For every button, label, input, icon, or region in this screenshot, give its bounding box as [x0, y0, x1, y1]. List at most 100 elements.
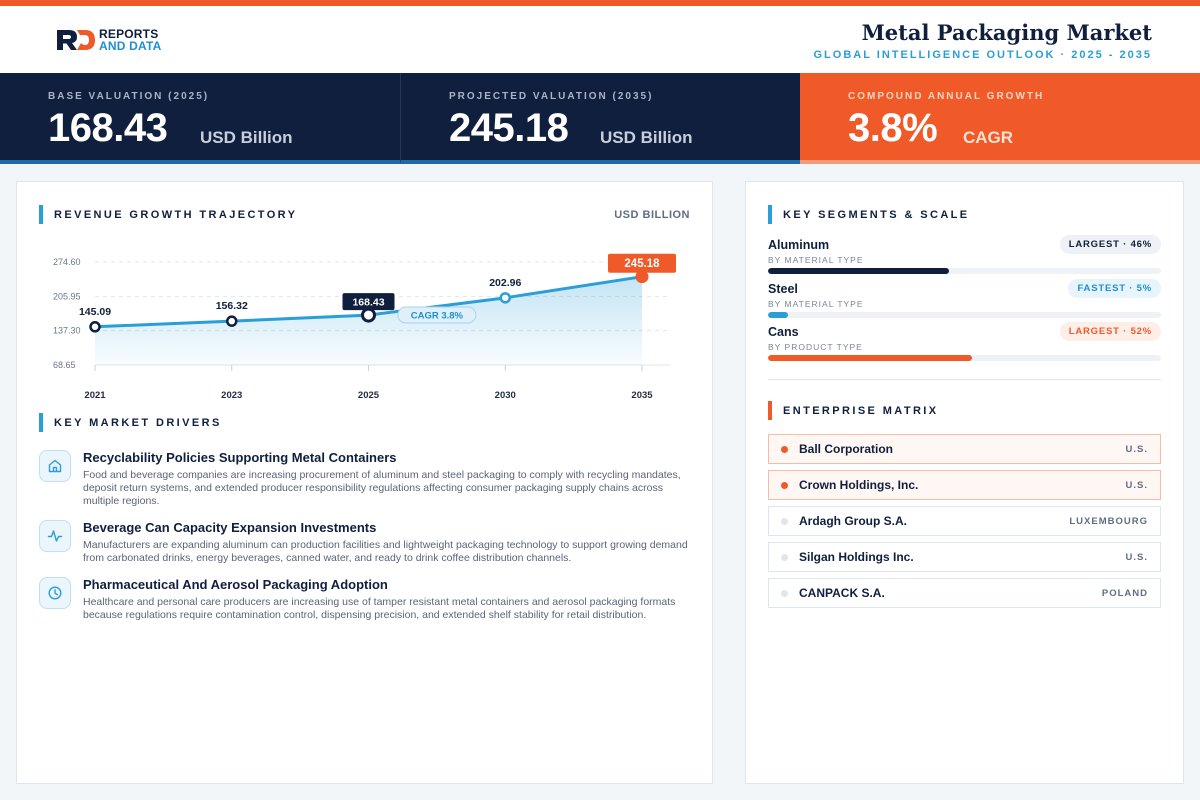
driver-title: Pharmaceutical And Aerosol Packaging Ado…	[83, 577, 388, 592]
segment-sub: BY MATERIAL TYPE	[768, 255, 864, 265]
x-tick-label: 2030	[495, 390, 516, 401]
cagr-pill: CAGR 3.8%	[397, 306, 477, 324]
data-label: 168.43	[352, 297, 384, 309]
y-tick-label: 205.95	[53, 291, 81, 301]
segment-steel: Steel BY MATERIAL TYPE FASTEST · 5%	[768, 279, 1161, 318]
company-country: U.S.	[1125, 443, 1148, 455]
section-accent-bar	[39, 205, 43, 224]
status-dot	[781, 517, 788, 525]
company-row[interactable]: Crown Holdings, Inc. U.S.	[768, 470, 1161, 500]
segment-badge: LARGEST · 52%	[1059, 322, 1161, 341]
segment-fill	[768, 312, 788, 318]
data-point	[89, 321, 101, 333]
logo-line-2: AND DATA	[99, 39, 162, 53]
logo[interactable]: REPORTS AND DATA	[55, 28, 161, 52]
data-label-bg	[342, 293, 395, 311]
activity-icon	[39, 520, 71, 552]
segment-badge: LARGEST · 46%	[1059, 235, 1161, 254]
segment-badge: FASTEST · 5%	[1068, 279, 1161, 298]
driver-item: Pharmaceutical And Aerosol Packaging Ado…	[39, 577, 689, 622]
company-row[interactable]: Silgan Holdings Inc. U.S.	[768, 542, 1161, 572]
x-tick-label: 2021	[84, 390, 106, 401]
company-country: LUXEMBOURG	[1069, 515, 1148, 527]
top-accent-bar	[0, 0, 1200, 6]
revenue-section-title: REVENUE GROWTH TRAJECTORY	[39, 205, 297, 224]
driver-desc: Manufacturers are expanding aluminum can…	[83, 539, 688, 564]
y-tick-label: 137.30	[53, 326, 81, 336]
section-title-text: ENTERPRISE MATRIX	[783, 404, 939, 417]
driver-item: Recyclability Policies Supporting Metal …	[39, 450, 689, 508]
company-country: U.S.	[1125, 551, 1148, 563]
logo-line-1: REPORTS	[99, 27, 159, 41]
company-name: Silgan Holdings Inc.	[799, 550, 914, 564]
segment-name: Steel	[768, 282, 798, 296]
kpi-cagr: COMPOUND ANNUAL GROWTH 3.8% CAGR	[800, 73, 1200, 164]
data-point	[226, 315, 238, 327]
data-point	[635, 270, 649, 284]
segment-track	[768, 312, 1161, 318]
data-point	[361, 307, 376, 323]
segment-sub: BY MATERIAL TYPE	[768, 299, 864, 309]
kpi-value: 3.8%	[848, 106, 938, 150]
data-label: 156.32	[216, 300, 248, 312]
status-dot	[781, 481, 788, 489]
company-name: Ardagh Group S.A.	[799, 514, 907, 528]
driver-desc: Healthcare and personal care producers a…	[83, 596, 676, 621]
section-accent-bar	[39, 413, 43, 432]
home-icon	[39, 450, 71, 482]
segment-name: Aluminum	[768, 238, 830, 252]
status-dot	[781, 553, 788, 561]
kpi-base-valuation: BASE VALUATION (2025) 168.43 USD Billion	[0, 73, 400, 164]
kpi-strip: BASE VALUATION (2025) 168.43 USD Billion…	[0, 73, 1200, 164]
left-panel: REVENUE GROWTH TRAJECTORY USD BILLION 68…	[16, 181, 713, 784]
kpi-unit: USD Billion	[600, 128, 693, 147]
segment-sub: BY PRODUCT TYPE	[768, 342, 863, 352]
data-label-bg	[608, 253, 676, 273]
logo-mark-icon	[57, 30, 95, 50]
data-label: 202.96	[489, 277, 521, 289]
section-accent-bar	[768, 401, 772, 420]
clock-icon	[39, 577, 71, 609]
segment-cans: Cans BY PRODUCT TYPE LARGEST · 52%	[768, 322, 1161, 361]
company-name: Crown Holdings, Inc.	[799, 478, 919, 492]
drivers-list: Recyclability Policies Supporting Metal …	[39, 450, 689, 634]
driver-desc: Food and beverage companies are increasi…	[83, 469, 681, 507]
x-tick-label: 2023	[221, 390, 242, 401]
page-title: Metal Packaging Market	[861, 20, 1152, 45]
company-row[interactable]: Ardagh Group S.A. LUXEMBOURG	[768, 506, 1161, 536]
company-name: CANPACK S.A.	[799, 586, 885, 600]
segment-aluminum: Aluminum BY MATERIAL TYPE LARGEST · 46%	[768, 235, 1161, 274]
data-label: 145.09	[79, 306, 111, 318]
driver-item: Beverage Can Capacity Expansion Investme…	[39, 520, 689, 565]
cagr-pill-bg	[397, 306, 477, 324]
status-dot	[781, 445, 788, 453]
kpi-projected-valuation: PROJECTED VALUATION (2035) 245.18 USD Bi…	[400, 73, 800, 164]
kpi-value: 168.43	[48, 106, 168, 150]
revenue-chart: 68.65 137.30 205.95 274.60 2021 2023 2025 2030 2…	[53, 253, 676, 401]
status-dot	[781, 589, 788, 597]
kpi-unit: USD Billion	[200, 128, 293, 147]
header: REPORTS AND DATA Metal Packaging Market …	[0, 6, 1200, 73]
segment-fill	[768, 268, 949, 274]
company-row[interactable]: CANPACK S.A. POLAND	[768, 578, 1161, 608]
segment-track	[768, 355, 1161, 361]
driver-title: Beverage Can Capacity Expansion Investme…	[83, 520, 377, 535]
data-label: 245.18	[624, 258, 660, 270]
logo-text: REPORTS AND DATA	[99, 28, 161, 52]
x-tick-label: 2025	[358, 390, 380, 401]
divider	[768, 379, 1161, 380]
section-title-text: KEY SEGMENTS & SCALE	[783, 208, 970, 221]
company-country: POLAND	[1101, 587, 1148, 599]
segment-track	[768, 268, 1161, 274]
cagr-pill-label: CAGR 3.8%	[411, 311, 464, 322]
kpi-label: PROJECTED VALUATION (2035)	[449, 91, 654, 102]
section-title-text: REVENUE GROWTH TRAJECTORY	[54, 208, 298, 221]
right-panel: KEY SEGMENTS & SCALE Aluminum BY MATERIA…	[745, 181, 1184, 784]
matrix-section-title: ENTERPRISE MATRIX	[768, 401, 939, 420]
section-title-text: KEY MARKET DRIVERS	[54, 416, 222, 429]
company-row[interactable]: Ball Corporation U.S.	[768, 434, 1161, 464]
company-country: U.S.	[1125, 479, 1148, 491]
data-point	[499, 292, 511, 304]
y-tick-label: 274.60	[53, 257, 81, 267]
kpi-value: 245.18	[449, 106, 569, 150]
